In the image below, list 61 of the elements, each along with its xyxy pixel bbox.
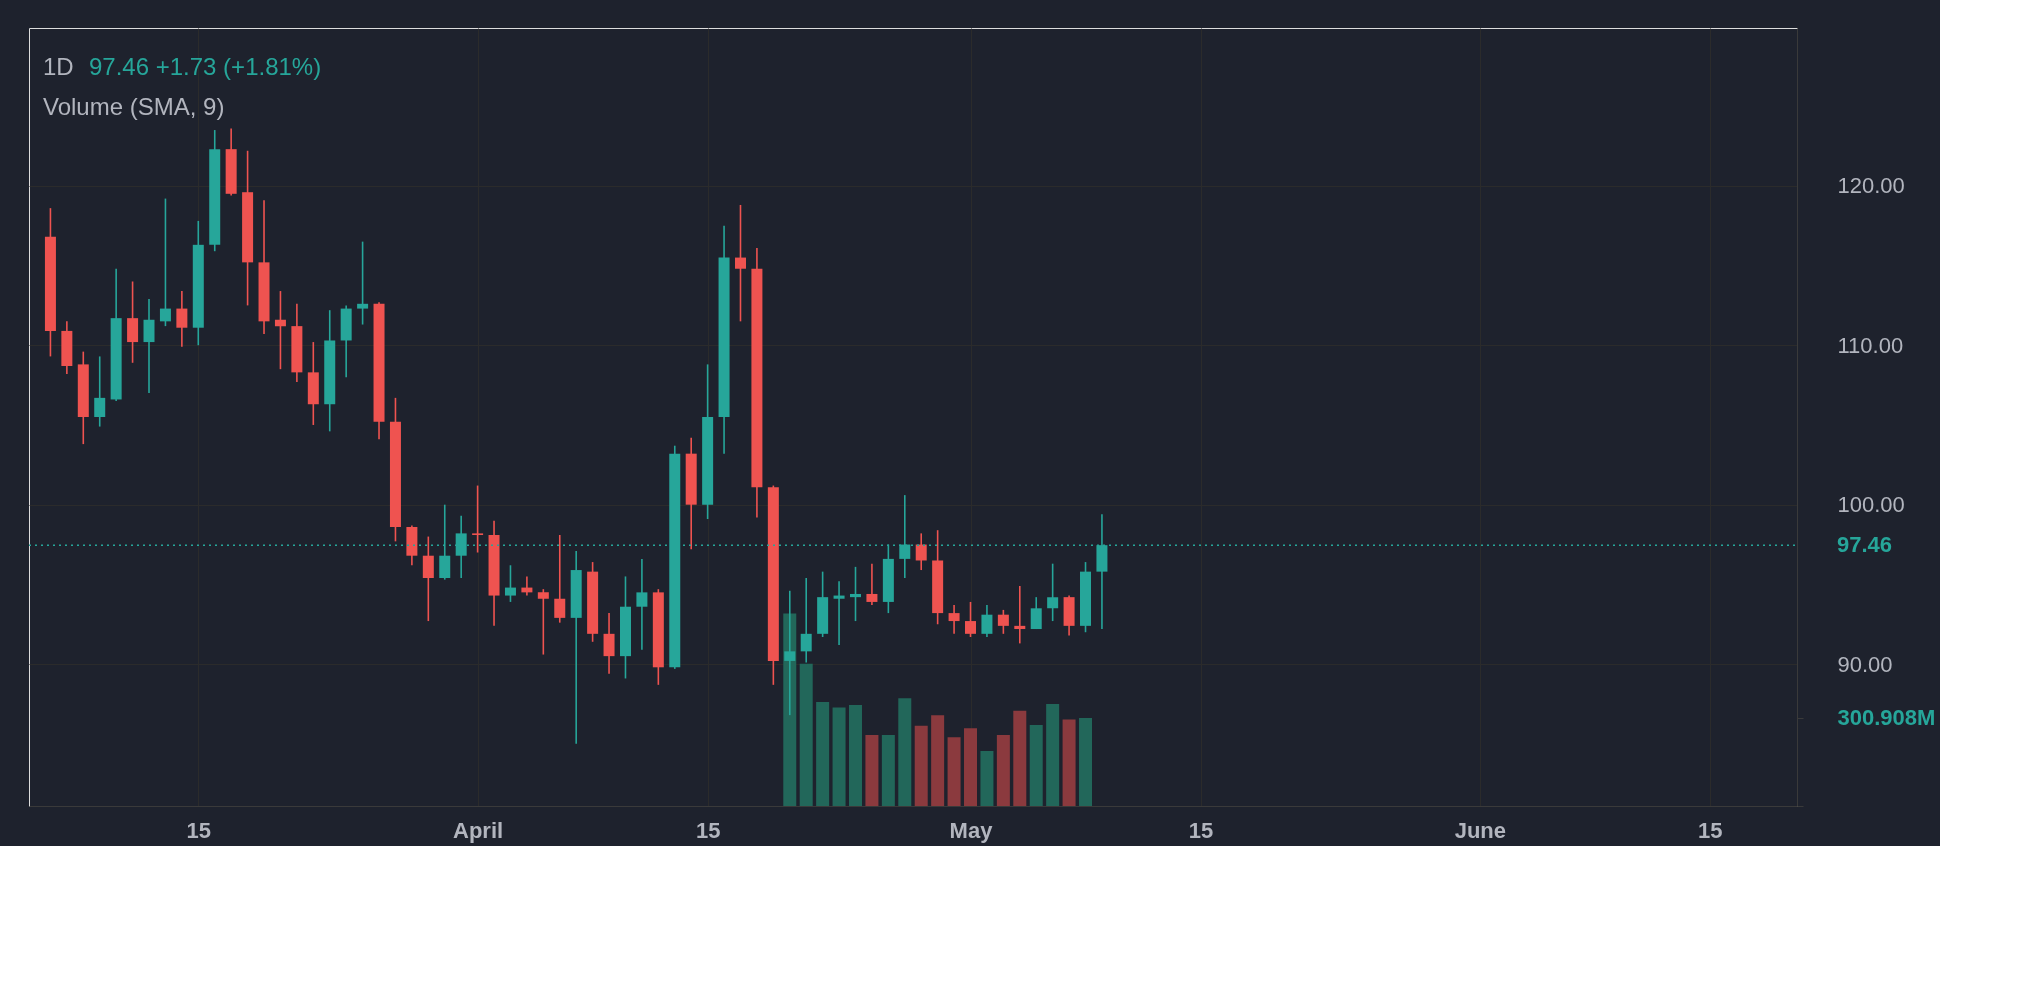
x-tick-label: June [1454, 817, 1507, 843]
bar [849, 705, 862, 806]
candlestick [800, 577, 812, 664]
bar [1079, 717, 1093, 806]
ref-line-label: 97.46 [1837, 532, 1893, 558]
bar [996, 734, 1010, 806]
candlestick [504, 564, 516, 603]
candlestick [850, 566, 861, 622]
candlestick [472, 484, 484, 554]
x-tick-label: 15 [695, 817, 721, 843]
x-tick-label: May [949, 817, 994, 843]
candlestick [636, 558, 648, 651]
y-tick-label: 100.00 [1837, 492, 1905, 518]
y2-tick-label: 300.908M [1837, 705, 1936, 731]
bar [881, 734, 895, 806]
annotation: 97.46 +1.73 (+1.81%) [89, 53, 322, 80]
candlestick [94, 355, 106, 428]
candlestick [357, 240, 369, 326]
candlestick [981, 604, 993, 638]
bar [1062, 719, 1076, 806]
candlestick [554, 534, 566, 624]
x-tick-label: 15 [1188, 817, 1214, 843]
bar [964, 728, 977, 806]
bar [799, 663, 813, 806]
candlestick [159, 197, 171, 327]
bar [1013, 710, 1027, 806]
bar [816, 701, 830, 806]
bar [914, 725, 928, 806]
bar [898, 698, 912, 806]
text: 1D [43, 53, 74, 80]
bar [931, 715, 945, 806]
x-tick-label: April [453, 817, 504, 843]
y-tick-label: 120.00 [1837, 173, 1905, 199]
candlestick [833, 580, 845, 646]
annotation: Volume (SMA, 9) [43, 93, 225, 120]
candlestick [866, 562, 878, 606]
x-tick-label: 15 [1698, 817, 1723, 843]
candlestick [422, 535, 434, 622]
bar [980, 751, 994, 806]
bar [1029, 724, 1043, 806]
candlestick [274, 290, 286, 370]
candlestick [1030, 596, 1042, 630]
candlestick [176, 290, 188, 348]
bar [832, 707, 846, 806]
candlestick [143, 298, 155, 394]
candlestick [734, 204, 746, 323]
y-tick-label: 110.00 [1837, 332, 1904, 358]
y-tick-label: 90.00 [1837, 651, 1893, 677]
bar [865, 734, 879, 806]
x-tick-label: 15 [186, 817, 212, 843]
candlestick [965, 601, 976, 638]
candlestick [1047, 562, 1059, 622]
candlestick [127, 280, 139, 364]
candlestick [1014, 585, 1026, 645]
bar [1046, 703, 1060, 806]
candlestick [997, 609, 1009, 635]
candlestick [603, 612, 615, 675]
candlestick [915, 532, 927, 571]
candlestick [537, 588, 549, 656]
candlestick [948, 604, 960, 635]
bar [947, 737, 961, 806]
